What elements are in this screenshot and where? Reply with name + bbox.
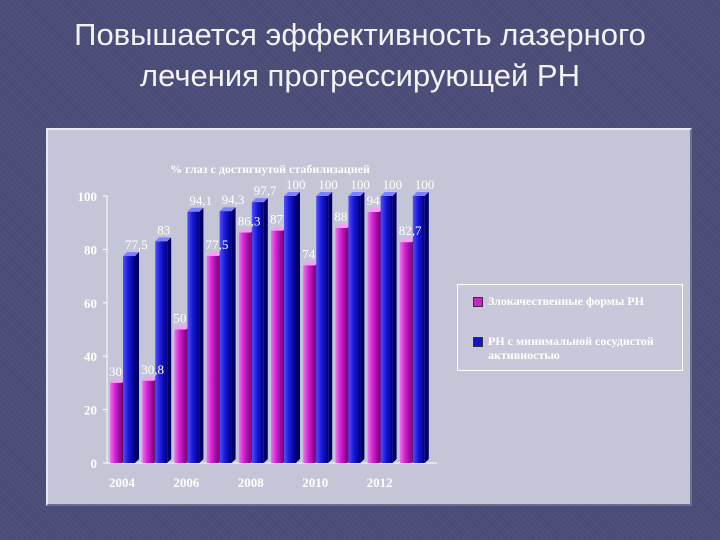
bar-minimal-activity [123, 252, 139, 463]
data-label-minimal-activity: 100 [415, 177, 435, 192]
data-labels: 30 30,8 50 77,5 86,3 87 74 88 94 82,7 77,5 83 94,1 94… [109, 177, 434, 379]
x-tick-label: 2010 [302, 475, 328, 490]
data-label-malignant: 50 [173, 311, 186, 326]
legend-swatch-minimal-activity [473, 337, 483, 347]
data-label-minimal-activity: 100 [286, 177, 306, 192]
legend: Злокачественные формы РН РН с минимально… [457, 284, 683, 371]
slide-title-line-1: Повышается эффективность лазерного [74, 17, 646, 52]
bar-minimal-activity [187, 207, 204, 463]
x-axis: 2004 2006 2008 2010 2012 [107, 462, 437, 490]
x-tick-label: 2006 [173, 475, 200, 490]
y-tick-label: 0 [91, 456, 98, 471]
x-tick-label: 2008 [238, 475, 265, 490]
data-label-malignant: 74 [302, 246, 316, 261]
bar-minimal-activity [155, 237, 172, 463]
y-axis: 0 20 40 60 80 100 [78, 189, 108, 471]
y-tick-label: 40 [84, 349, 97, 364]
data-label-malignant: 87 [270, 212, 284, 227]
data-label-minimal-activity: 100 [350, 177, 370, 192]
bar-minimal-activity [380, 192, 397, 463]
y-tick-label: 80 [84, 242, 97, 257]
y-tick-label: 20 [84, 403, 97, 418]
data-label-malignant: 94 [367, 193, 381, 208]
bar-minimal-activity [348, 192, 365, 463]
bar-minimal-activity [412, 192, 429, 463]
data-label-malignant: 77,5 [206, 237, 229, 252]
legend-label-malignant: Злокачественные формы РН [488, 294, 644, 308]
x-tick-label: 2012 [367, 475, 393, 490]
y-tick-label: 100 [78, 189, 98, 204]
slide-title: Повышается эффективность лазерного лечен… [0, 14, 720, 96]
data-label-malignant: 30 [109, 364, 122, 379]
data-label-minimal-activity: 94,3 [222, 192, 245, 207]
bar-minimal-activity [284, 192, 300, 463]
bar-minimal-activity [316, 192, 333, 463]
data-label-minimal-activity: 97,7 [254, 183, 277, 198]
data-label-malignant: 30,8 [141, 362, 164, 377]
bars [110, 192, 429, 464]
legend-swatch-malignant [473, 297, 483, 307]
slide-title-line-2: лечения прогрессирующей РН [140, 58, 580, 93]
y-tick-label: 60 [84, 296, 97, 311]
data-label-malignant: 82,7 [399, 223, 422, 238]
data-label-malignant: 88 [334, 209, 347, 224]
chart-title: % глаз с достигнутой стабилизацией [170, 162, 370, 176]
data-label-minimal-activity: 100 [383, 177, 403, 192]
data-label-malignant: 86,3 [238, 214, 261, 229]
bar-minimal-activity [251, 198, 268, 464]
data-label-minimal-activity: 100 [318, 177, 338, 192]
bar-minimal-activity [219, 207, 236, 463]
data-label-minimal-activity: 83 [157, 222, 170, 237]
data-label-minimal-activity: 94,1 [189, 193, 212, 208]
x-tick-label: 2004 [109, 475, 136, 490]
data-label-minimal-activity: 77,5 [125, 237, 148, 252]
legend-label-minimal-activity: РН с минимальной сосудистой активностью [488, 334, 654, 362]
